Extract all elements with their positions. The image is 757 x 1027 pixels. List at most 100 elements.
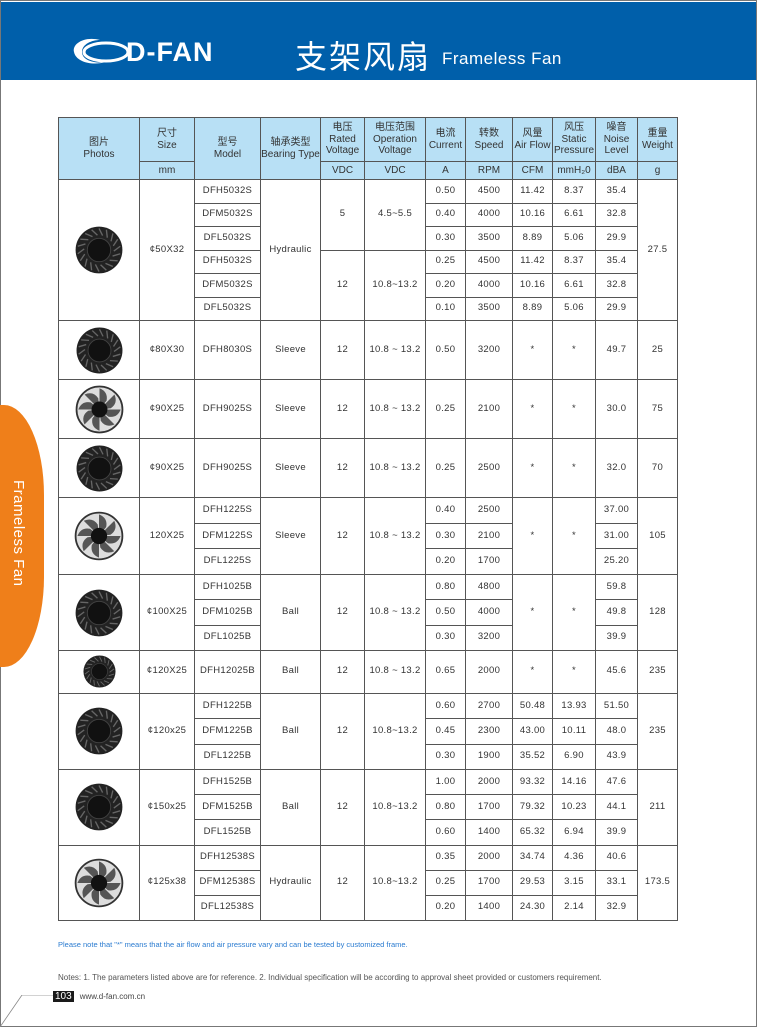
header-label-cn: 风压 — [564, 122, 584, 134]
noise-cell: 47.6 — [595, 768, 638, 796]
weight-cell: 211 — [637, 768, 678, 846]
column-header: 电压范围 Operation Voltage — [364, 117, 426, 162]
blower-fan-icon — [82, 655, 116, 688]
blower-fan-icon — [75, 226, 123, 274]
current-cell: 0.20 — [425, 273, 466, 298]
header-label-en: Air Flow — [514, 139, 551, 151]
blower-fan-icon — [75, 783, 123, 831]
table-row: DFM5032S 0.40 4000 10.16 6.61 32.8 — [59, 202, 678, 227]
column-header: 电流 Current — [425, 117, 466, 162]
header-label-en: Current — [428, 139, 463, 151]
pressure-cell: 14.16 — [552, 768, 596, 796]
current-cell: 0.80 — [425, 574, 466, 601]
pressure-cell: 5.06 — [552, 296, 596, 321]
header-label-en: Operation Voltage — [373, 133, 417, 157]
voltage-cell: 12 — [320, 496, 365, 576]
table-row: ¢90X25 DFH9025S Sleeve 12 10.8 ~ 13.2 0.25 210… — [58, 379, 678, 439]
noise-cell: 45.6 — [595, 649, 638, 694]
pressure-cell: * — [552, 438, 596, 498]
speed-cell: 2000 — [465, 768, 513, 796]
current-cell: 0.80 — [425, 794, 466, 821]
current-cell: 0.65 — [425, 649, 466, 694]
speed-cell: 3500 — [465, 296, 513, 321]
model-cell: DFM12538S — [194, 869, 261, 896]
table-row: ¢80X30 DFH8030S Sleeve 12 10.8 ~ 13.2 0.50 320… — [58, 320, 678, 380]
bearing-cell: Ball — [260, 692, 321, 770]
size-cell: ¢80X30 — [139, 320, 195, 380]
table-row: DFH5032S 12 10.8~13.2 0.25 4500 11.42 8.37 35.4 — [59, 249, 678, 321]
voltage-cell: 12 — [320, 692, 365, 770]
bearing-cell: Hydraulic — [260, 179, 321, 321]
speed-cell: 3500 — [465, 226, 513, 251]
header-label-en: Weight — [642, 139, 673, 151]
bearing-cell: Sleeve — [260, 320, 321, 380]
speed-cell: 4500 — [465, 249, 513, 274]
noise-cell: 40.6 — [595, 844, 638, 871]
weight-cell: 70 — [637, 438, 678, 498]
noise-cell: 32.9 — [595, 894, 638, 921]
table-row: DFM1225B 0.45 2300 43.00 10.11 48.0 — [59, 718, 678, 745]
unit-header: RPM — [465, 161, 513, 180]
page-number: 103 — [53, 991, 74, 1002]
speed-cell: 4000 — [465, 202, 513, 227]
photo-cell — [58, 768, 140, 846]
noise-cell: 25.20 — [595, 548, 638, 576]
noise-cell: 39.9 — [595, 624, 638, 651]
model-cell: DFL1525B — [194, 819, 261, 846]
voltage-cell: 12 — [320, 320, 365, 380]
brand-logo: D-FAN — [70, 36, 214, 68]
column-header: 轴承类型 Bearing Type — [260, 117, 321, 180]
airflow-cell: * — [512, 649, 553, 694]
airflow-cell: * — [512, 438, 553, 498]
speed-cell: 4000 — [465, 273, 513, 298]
speed-cell: 2500 — [465, 438, 513, 498]
pressure-cell: 10.23 — [552, 794, 596, 821]
table-body: ¢50X32 DFH5032S Hydraulic 5 4.5~5.5 0.50 4500 1… — [58, 179, 678, 921]
table-row: ¢120x25 DFH1225B Ball 12 10.8~13.2 0.60 2700 50… — [58, 692, 678, 770]
axial-fan-icon — [74, 858, 124, 908]
size-cell: ¢120X25 — [139, 649, 195, 694]
website-link[interactable]: www.d-fan.com.cn — [79, 992, 146, 1001]
blower-fan-icon — [76, 445, 122, 491]
weight-cell: 173.5 — [637, 844, 678, 921]
model-cell: DFH12025B — [194, 649, 261, 694]
header-label-cn: 电压范围 — [375, 122, 415, 134]
header-label-en: Speed — [474, 139, 504, 151]
model-cell: DFH1225B — [194, 692, 261, 720]
blower-fan-icon — [75, 707, 123, 755]
weight-cell: 235 — [637, 692, 678, 770]
photo-cell — [58, 649, 140, 694]
noise-cell: 29.9 — [595, 296, 638, 321]
unit-header: dBA — [595, 161, 638, 180]
model-cell: DFH1525B — [194, 768, 261, 796]
speed-cell: 1400 — [465, 894, 513, 921]
weight-cell: 235 — [637, 649, 678, 694]
table-header: 图片 Photos 尺寸 Size 型号 Model 轴承类型 Bearing Type 电压 R… — [58, 117, 678, 180]
table-row: DFL1225B 0.30 1900 35.52 6.90 43.9 — [59, 743, 678, 770]
header-label-en: Model — [213, 148, 242, 160]
speed-cell: 1900 — [465, 743, 513, 770]
airflow-cell: 10.16 — [512, 202, 553, 227]
airflow-cell: 11.42 — [512, 179, 553, 204]
speed-cell: 4800 — [465, 574, 513, 601]
range-cell: 10.8~13.2 — [364, 249, 426, 321]
noise-cell: 37.00 — [595, 497, 638, 524]
header-label-cn: 噪音 — [606, 122, 627, 134]
column-header: 型号 Model — [194, 117, 261, 180]
noise-cell: 51.50 — [595, 692, 638, 720]
header-bar — [1, 2, 756, 80]
airflow-cell: 50.48 — [512, 692, 553, 720]
header-label-en: Rated Voltage — [325, 133, 360, 157]
model-cell: DFH12538S — [194, 844, 261, 871]
noise-cell: 49.8 — [595, 599, 638, 626]
airflow-cell: 8.89 — [512, 226, 553, 251]
pressure-cell: 5.06 — [552, 226, 596, 251]
blower-fan-icon — [75, 589, 123, 636]
pressure-cell: 4.36 — [552, 844, 596, 871]
photo-cell — [58, 574, 140, 651]
size-cell: ¢120x25 — [139, 692, 195, 770]
column-header: 风压 Static Pressure — [552, 117, 596, 162]
weight-cell: 27.5 — [637, 179, 678, 321]
pressure-cell: * — [552, 496, 596, 576]
weight-cell: 25 — [637, 320, 678, 380]
